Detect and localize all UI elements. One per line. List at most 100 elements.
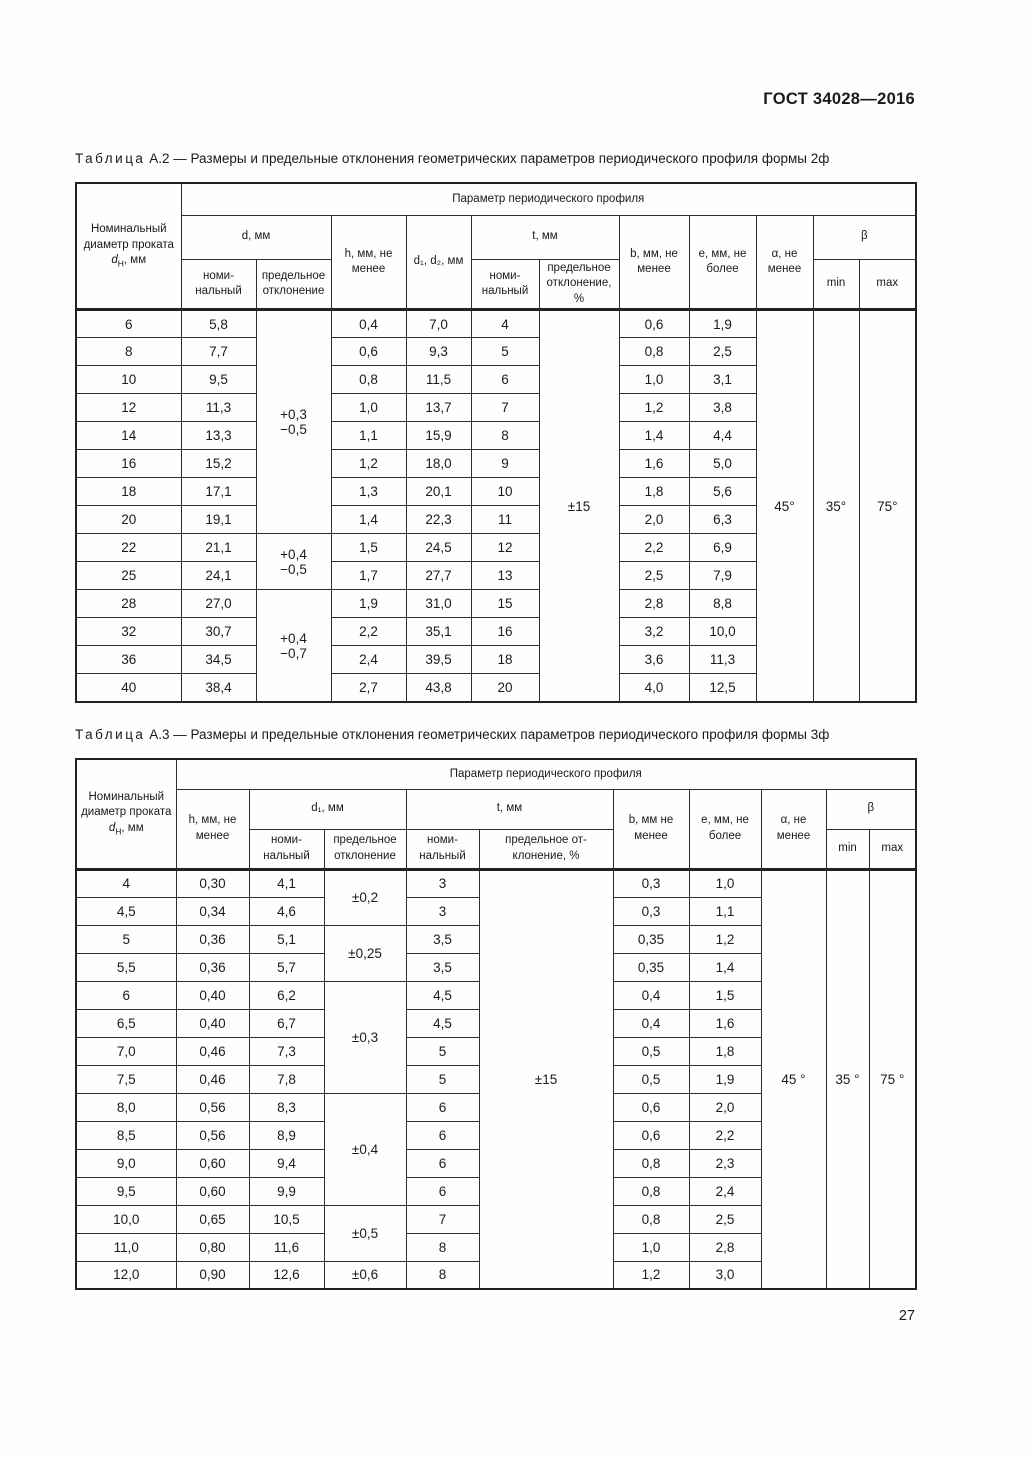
table-row: 4,5 0,34 4,6 3 0,3 1,1 bbox=[75, 896, 916, 926]
value-cell: 2,0 bbox=[688, 1092, 762, 1122]
value-cell: 10,5 bbox=[248, 1204, 325, 1234]
value-cell: 9,5 bbox=[180, 365, 257, 395]
value-cell: 27,0 bbox=[180, 589, 257, 619]
value-cell: 30,7 bbox=[180, 617, 257, 647]
value-cell: 5 bbox=[405, 1036, 480, 1066]
value-cell: 5,0 bbox=[688, 449, 757, 479]
col-header-d-nominal: номи­нальный bbox=[180, 258, 257, 311]
table-row: 12 11,3 1,0 13,7 7 1,2 3,8 bbox=[75, 393, 916, 423]
value-cell: 2,4 bbox=[330, 645, 407, 675]
d-deviation-cell: +0,3 −0,5 bbox=[255, 309, 332, 535]
value-cell: 15,9 bbox=[405, 421, 472, 451]
value-cell: 21,1 bbox=[180, 533, 257, 563]
value-cell: 0,4 bbox=[612, 980, 690, 1010]
table-row: 14 13,3 1,1 15,9 8 1,4 4,4 bbox=[75, 421, 916, 451]
value-cell: 6 bbox=[75, 309, 182, 339]
value-cell: 8 bbox=[470, 421, 540, 451]
d-deviation-cell: ±0,2 bbox=[323, 868, 407, 926]
value-cell: 1,9 bbox=[688, 309, 757, 339]
value-cell: 10 bbox=[75, 365, 182, 395]
value-cell: 2,2 bbox=[618, 533, 690, 563]
value-cell: 32 bbox=[75, 617, 182, 647]
value-cell: 17,1 bbox=[180, 477, 257, 507]
table-a2-caption-number: А.2 bbox=[149, 151, 170, 166]
col-header-nominal-diameter: Номинальный диаметр про­ката dН, мм bbox=[75, 758, 177, 870]
value-cell: 0,6 bbox=[612, 1092, 690, 1122]
value-cell: 1,0 bbox=[330, 393, 407, 423]
d-deviation-cell: ±0,25 bbox=[323, 924, 407, 982]
value-cell: 7,0 bbox=[75, 1036, 177, 1066]
value-cell: 36 bbox=[75, 645, 182, 675]
col-header-t-group: t, мм bbox=[470, 214, 620, 260]
value-cell: 4,4 bbox=[688, 421, 757, 451]
value-cell: 2,3 bbox=[688, 1148, 762, 1178]
table-row: 4 0,30 4,1 ±0,2 3 ±15 0,3 1,0 45 ° 35 ° 75 ° bbox=[75, 868, 917, 1290]
value-cell: 9,4 bbox=[248, 1148, 325, 1178]
value-cell: 0,8 bbox=[330, 365, 407, 395]
value-cell: 8 bbox=[405, 1232, 480, 1262]
value-cell: 20,1 bbox=[405, 477, 472, 507]
value-cell: 11,0 bbox=[75, 1232, 177, 1262]
value-cell: 0,4 bbox=[330, 309, 407, 339]
value-cell: 13 bbox=[470, 561, 540, 591]
value-cell: 7,0 bbox=[405, 309, 472, 339]
table-row: 6 5,8 +0,3 −0,5 0,4 7,0 4 ±15 0,6 1,9 45° 35° 75° bbox=[75, 309, 917, 703]
value-cell: 10 bbox=[470, 477, 540, 507]
d-deviation-cell: ±0,4 bbox=[323, 1092, 407, 1206]
value-cell: 0,90 bbox=[175, 1260, 250, 1290]
col-header-t-group: t, мм bbox=[405, 788, 614, 830]
value-cell: 11,5 bbox=[405, 365, 472, 395]
t-deviation-cell: ±15 bbox=[538, 309, 620, 703]
value-cell: 6 bbox=[405, 1120, 480, 1150]
value-cell: 10,0 bbox=[75, 1204, 177, 1234]
d-deviation-cell: ±0,6 bbox=[323, 1260, 407, 1290]
value-cell: 0,6 bbox=[612, 1120, 690, 1150]
col-header-t-deviation: предель­ное откло­нение, % bbox=[538, 258, 620, 311]
value-cell: 0,3 bbox=[612, 896, 690, 926]
value-cell: 5,7 bbox=[248, 952, 325, 982]
value-cell: 12 bbox=[470, 533, 540, 563]
col-header-d-group: d₁, мм bbox=[248, 788, 407, 830]
col-header-profile-parameter: Параметр периодического профиля bbox=[180, 182, 917, 216]
value-cell: 7 bbox=[405, 1204, 480, 1234]
value-cell: 38,4 bbox=[180, 673, 257, 703]
value-cell: 11,3 bbox=[180, 393, 257, 423]
value-cell: 0,8 bbox=[612, 1176, 690, 1206]
value-cell: 27,7 bbox=[405, 561, 472, 591]
table-a2: Номинальный диаметр проката dН, мм Парам… bbox=[75, 182, 918, 703]
value-cell: 1,4 bbox=[618, 421, 690, 451]
value-cell: 4,5 bbox=[405, 980, 480, 1010]
value-cell: 6 bbox=[470, 365, 540, 395]
value-cell: 8,0 bbox=[75, 1092, 177, 1122]
value-cell: 0,30 bbox=[175, 868, 250, 898]
value-cell: 2,5 bbox=[618, 561, 690, 591]
col-header-e: е, мм, не более bbox=[688, 214, 757, 311]
table-row: 6,5 0,40 6,7 4,5 0,4 1,6 bbox=[75, 1008, 916, 1038]
value-cell: 1,6 bbox=[618, 449, 690, 479]
value-cell: 18 bbox=[470, 645, 540, 675]
value-cell: 3,6 bbox=[618, 645, 690, 675]
table-row: 9,5 0,60 9,9 6 0,8 2,4 bbox=[75, 1176, 916, 1206]
value-cell: 1,6 bbox=[688, 1008, 762, 1038]
value-cell: 5,5 bbox=[75, 952, 177, 982]
value-cell: 1,3 bbox=[330, 477, 407, 507]
value-cell: 0,80 bbox=[175, 1232, 250, 1262]
value-cell: 2,0 bbox=[618, 505, 690, 535]
table-row: 36 34,5 2,4 39,5 18 3,6 11,3 bbox=[75, 645, 916, 675]
col-header-beta: β bbox=[812, 214, 917, 260]
value-cell: 8,9 bbox=[248, 1120, 325, 1150]
value-cell: 1,0 bbox=[688, 868, 762, 898]
col-header-d1-d2: d₁, d₂, мм bbox=[405, 214, 472, 311]
value-cell: 0,5 bbox=[612, 1036, 690, 1066]
value-cell: 5 bbox=[470, 337, 540, 367]
value-cell: 12,5 bbox=[688, 673, 757, 703]
value-cell: 1,5 bbox=[330, 533, 407, 563]
table-a2-body: 6 5,8 +0,3 −0,5 0,4 7,0 4 ±15 0,6 1,9 45° 35° 75° 8 7… bbox=[75, 309, 917, 703]
table-a2-caption-text: — Размеры и предельные отклонения геомет… bbox=[173, 151, 830, 166]
col-header-t-nominal: номи­нальный bbox=[405, 828, 480, 870]
value-cell: 0,40 bbox=[175, 980, 250, 1010]
col-header-h: h, мм, не менее bbox=[175, 788, 250, 870]
value-cell: 0,34 bbox=[175, 896, 250, 926]
value-cell: 34,5 bbox=[180, 645, 257, 675]
